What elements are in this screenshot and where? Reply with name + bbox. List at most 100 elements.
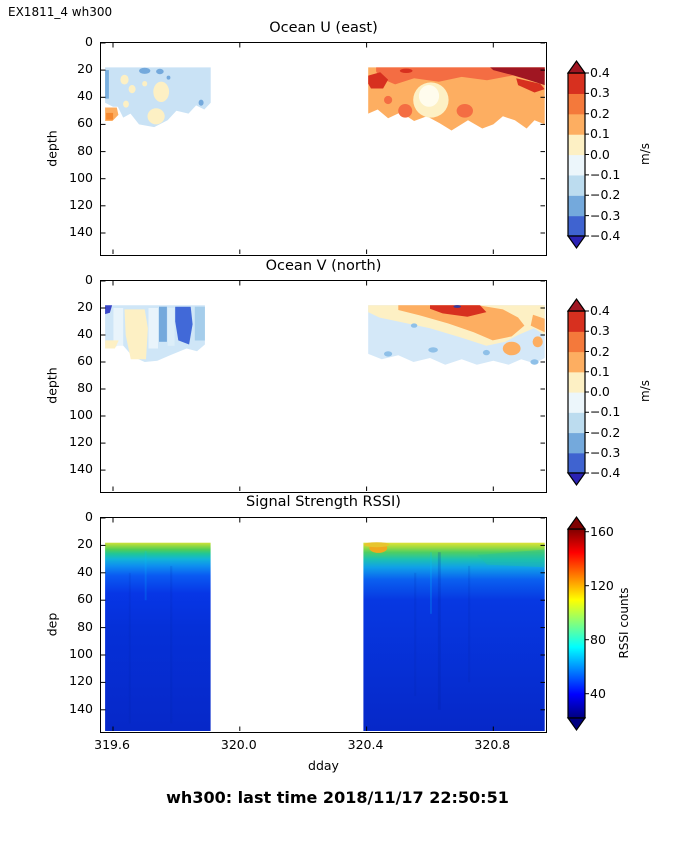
contour-region <box>363 542 545 731</box>
contour-region <box>156 68 164 75</box>
y-tick-label: 120 <box>69 673 93 689</box>
colorbar-segment <box>568 113 585 135</box>
contour-region <box>194 306 205 341</box>
contour-region <box>106 112 114 120</box>
colorbar-tick-label: 40 <box>590 685 606 701</box>
colorbar-segment <box>568 311 585 332</box>
x-axis-label: dday <box>308 758 339 773</box>
colorbar-tick-label: 0.3 <box>590 323 610 339</box>
contour-region <box>123 100 129 108</box>
plot-area-ocean-u[interactable] <box>100 42 547 256</box>
contour-region <box>198 99 204 106</box>
contour-region <box>437 552 441 710</box>
contour-region <box>175 306 193 345</box>
contour-region <box>430 305 487 317</box>
colorbar-svg <box>566 515 589 732</box>
heatmap-svg <box>101 518 545 731</box>
colorbar-segment <box>568 432 585 454</box>
colorbar-segment <box>568 73 585 94</box>
y-tick-label: 40 <box>77 563 93 579</box>
contour-region <box>153 81 170 102</box>
contour-region <box>166 75 171 80</box>
plot-area-ocean-v[interactable] <box>100 280 547 493</box>
colorbar-svg <box>566 297 589 487</box>
y-tick-label: 0 <box>85 272 93 287</box>
colorbar-unit-label: m/s <box>638 142 652 165</box>
plot-area-rssi[interactable] <box>100 517 547 733</box>
contour-region <box>384 95 393 105</box>
colorbar-unit-label: m/s <box>638 380 652 402</box>
colorbar-tick-label: −0.3 <box>590 444 621 460</box>
y-tick-label: 120 <box>69 196 93 212</box>
colorbar-svg <box>566 59 589 250</box>
contour-region <box>139 67 151 74</box>
contour-region <box>430 552 432 614</box>
contour-region <box>477 549 545 568</box>
y-tick-label: 80 <box>77 380 93 396</box>
contour-region <box>124 309 148 360</box>
contour-region <box>120 74 129 85</box>
colorbar-segment <box>568 331 585 353</box>
colorbar-tick-label: −0.3 <box>590 207 621 223</box>
contour-region <box>530 359 539 365</box>
colorbar-segment <box>568 412 585 434</box>
y-tick-label: 20 <box>77 536 93 552</box>
y-tick-label: 100 <box>69 645 93 661</box>
colorbar-tick-label: 160 <box>590 523 614 539</box>
colorbar-tick-label: 0.4 <box>590 303 610 318</box>
colorbar-arrow-down <box>566 717 587 732</box>
contour-region <box>399 68 413 73</box>
contour-region <box>113 308 124 346</box>
heatmap-svg <box>101 281 545 491</box>
colorbar-segment <box>568 174 585 196</box>
colorbar-tick-label: 0.1 <box>590 363 610 379</box>
contour-region <box>414 572 417 697</box>
colorbar-tick-label: 80 <box>590 631 606 647</box>
y-tick-label: 60 <box>77 115 93 131</box>
contour-region <box>128 572 131 724</box>
contour-region <box>105 70 109 99</box>
y-tick-label: 100 <box>69 169 93 185</box>
contour-region <box>368 72 389 89</box>
y-tick-label: 20 <box>77 61 93 77</box>
colorbar-tick-label: 0.0 <box>590 146 610 162</box>
colorbar-tick-label: 0.1 <box>590 126 610 142</box>
colorbar-tick-label: 120 <box>590 577 614 593</box>
contour-region <box>410 323 418 328</box>
contour-region <box>105 305 113 315</box>
colorbar-unit-label: RSSI counts <box>617 586 631 659</box>
y-tick-label: 80 <box>77 618 93 634</box>
x-tick-label: 320.0 <box>220 737 257 752</box>
y-tick-label: 140 <box>69 223 93 239</box>
y-tick-label: 40 <box>77 88 93 104</box>
contour-region <box>490 67 545 86</box>
colorbar-tick-label: −0.2 <box>590 187 621 203</box>
colorbar-segment <box>568 452 585 474</box>
colorbar-tick-label: 0.0 <box>590 384 610 399</box>
y-tick-label: 100 <box>69 407 93 423</box>
contour-region <box>468 565 471 683</box>
colorbar-tick-label: 0.2 <box>590 343 610 359</box>
contour-region <box>502 341 521 356</box>
colorbar-segment <box>568 195 585 217</box>
contour-region <box>398 104 413 118</box>
contour-region <box>532 336 543 348</box>
colorbar-tick-label: −0.4 <box>590 465 621 480</box>
y-tick-label: 140 <box>69 461 93 477</box>
contour-region <box>142 81 148 87</box>
contour-region <box>428 347 438 353</box>
contour-region <box>368 67 545 131</box>
colorbar-segment <box>568 351 585 373</box>
contour-region <box>398 305 525 341</box>
contour-region <box>105 340 119 349</box>
contour-region <box>128 85 136 94</box>
colorbar-segment <box>568 371 585 393</box>
contour-region <box>482 349 490 356</box>
x-tick-label: 320.8 <box>474 737 511 752</box>
heatmap-svg <box>101 43 545 254</box>
figure-footer: wh300: last time 2018/11/17 22:50:51 <box>166 788 509 807</box>
panel-title-ocean-u: Ocean U (east) <box>269 20 378 36</box>
colorbar-tick-label: −0.1 <box>590 404 621 420</box>
colorbar-arrow-up <box>566 59 587 74</box>
